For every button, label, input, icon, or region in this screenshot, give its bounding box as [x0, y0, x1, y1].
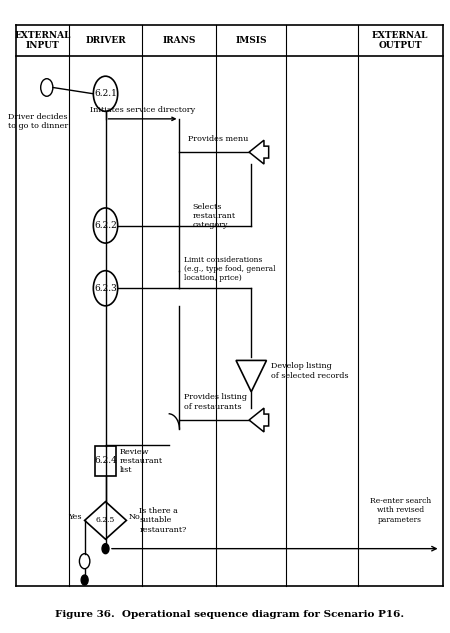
- Text: Provides menu: Provides menu: [188, 135, 248, 143]
- Bar: [95, 446, 116, 475]
- Text: Initiates service directory: Initiates service directory: [90, 106, 195, 115]
- Text: Driver decides
to go to dinner: Driver decides to go to dinner: [8, 113, 68, 130]
- Polygon shape: [249, 140, 269, 164]
- Circle shape: [81, 575, 88, 585]
- Text: Develop listing
of selected records: Develop listing of selected records: [271, 363, 348, 380]
- Text: 6.2.5: 6.2.5: [96, 517, 115, 524]
- Text: Figure 36.  Operational sequence diagram for Scenario P16.: Figure 36. Operational sequence diagram …: [55, 610, 404, 619]
- Text: Review
restaurant
list: Review restaurant list: [120, 448, 163, 474]
- Text: EXTERNAL
OUTPUT: EXTERNAL OUTPUT: [372, 31, 428, 50]
- Text: Limit considerations
(e.g., type food, general
location, price): Limit considerations (e.g., type food, g…: [184, 256, 275, 282]
- Text: EXTERNAL
INPUT: EXTERNAL INPUT: [14, 31, 71, 50]
- Text: DRIVER: DRIVER: [85, 36, 126, 45]
- Text: Is there a
suitable
restaurant?: Is there a suitable restaurant?: [140, 507, 187, 534]
- Text: Re-enter search
with revised
parameters: Re-enter search with revised parameters: [369, 497, 431, 523]
- Text: 6.2.3: 6.2.3: [94, 284, 117, 293]
- Text: 6.2.2: 6.2.2: [94, 221, 117, 230]
- Text: Selects
restaurant
category: Selects restaurant category: [193, 203, 236, 229]
- Circle shape: [102, 544, 109, 554]
- Text: Yes: Yes: [68, 513, 81, 522]
- Text: IMSIS: IMSIS: [235, 36, 267, 45]
- Text: No: No: [129, 513, 140, 522]
- Text: IRANS: IRANS: [163, 36, 196, 45]
- Text: 6.2.1: 6.2.1: [94, 89, 117, 98]
- Polygon shape: [249, 408, 269, 432]
- Text: Provides listing
of restaurants: Provides listing of restaurants: [184, 394, 247, 411]
- Text: 6.2.4: 6.2.4: [94, 456, 117, 465]
